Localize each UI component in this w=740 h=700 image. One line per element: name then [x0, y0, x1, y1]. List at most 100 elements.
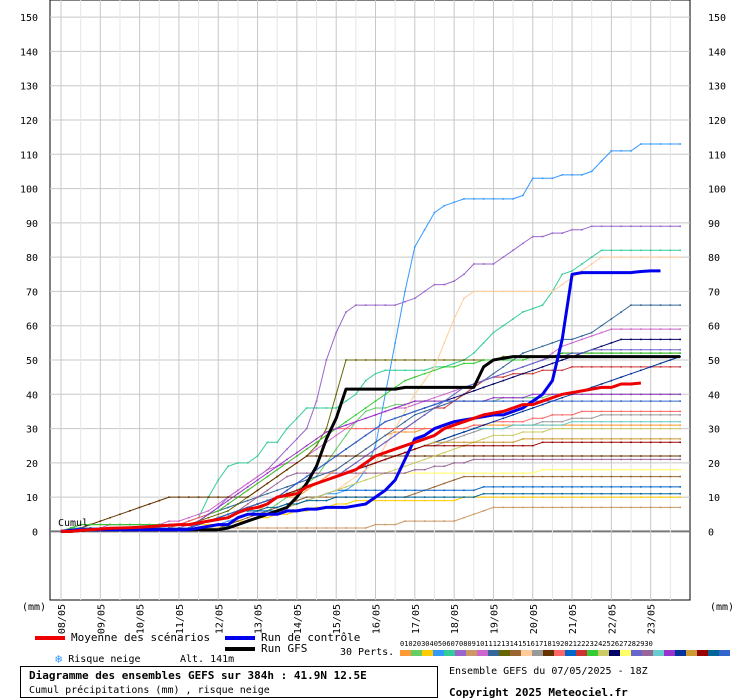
series-point: [551, 352, 554, 354]
series-point: [610, 225, 613, 228]
series-point: [581, 427, 583, 430]
series-point: [561, 468, 564, 471]
series-point: [541, 369, 544, 372]
series-point: [600, 324, 603, 327]
series-point: [581, 486, 583, 488]
series-point: [640, 393, 642, 396]
series-point: [276, 482, 279, 485]
series-point: [620, 150, 623, 152]
series-point: [207, 523, 210, 526]
series-point: [266, 441, 269, 444]
series-point: [649, 420, 652, 423]
series-point: [600, 475, 603, 478]
series-point: [581, 458, 583, 461]
series-point: [669, 328, 672, 330]
series-point: [482, 386, 485, 389]
series-point: [571, 492, 573, 495]
series-point: [512, 441, 514, 444]
pert-swatch: [532, 650, 543, 656]
series-point: [453, 444, 455, 447]
series-point: [512, 318, 514, 320]
series-point: [197, 523, 200, 526]
series-point: [630, 468, 632, 471]
series-point: [679, 348, 681, 351]
series-point: [482, 379, 485, 382]
series-point: [482, 486, 485, 488]
series-point: [374, 475, 377, 478]
series-point: [640, 352, 642, 354]
copyright: Copyright 2025 Meteociel.fr: [449, 686, 628, 699]
series-point: [630, 410, 632, 413]
series-point: [178, 520, 180, 522]
series-point: [394, 468, 396, 471]
series-point: [679, 420, 681, 423]
series-point: [472, 431, 475, 433]
series-point: [453, 396, 455, 399]
series-point: [168, 496, 170, 498]
series-point: [630, 150, 632, 152]
series-point: [315, 444, 318, 447]
series-point: [512, 472, 514, 474]
series-point: [443, 465, 446, 468]
series-point: [659, 304, 662, 306]
series-point: [325, 407, 328, 409]
series-point: [404, 359, 406, 361]
series-point: [404, 431, 406, 433]
series-point: [610, 379, 613, 382]
series-point: [551, 506, 554, 509]
series-point: [561, 458, 564, 461]
series-point: [620, 393, 623, 396]
series-point: [472, 489, 475, 492]
series-point: [600, 410, 603, 413]
series-point: [482, 455, 485, 457]
pert-swatch: [675, 650, 686, 656]
series-point: [669, 486, 672, 488]
series-point: [335, 393, 337, 396]
series-point: [266, 527, 269, 529]
series-point: [561, 396, 564, 399]
series-point: [286, 489, 288, 492]
series-point: [482, 359, 485, 361]
series-point: [325, 527, 328, 529]
series-point: [561, 420, 564, 423]
series-point: [571, 366, 573, 368]
chart-title: Diagramme des ensembles GEFS sur 384h : …: [29, 669, 367, 682]
series-point: [581, 263, 583, 265]
series-point: [659, 249, 662, 252]
series-point: [659, 486, 662, 488]
series-point: [492, 290, 495, 293]
series-point: [669, 352, 672, 354]
series-point: [414, 403, 416, 406]
series-point: [286, 427, 288, 430]
series-point: [482, 441, 485, 444]
series-point: [571, 342, 573, 344]
series-point: [463, 489, 465, 492]
series-point: [345, 420, 347, 423]
series-point: [217, 510, 220, 512]
series-point: [227, 503, 229, 505]
series-point: [463, 496, 465, 498]
series-point: [541, 304, 544, 306]
series-point: [355, 393, 357, 396]
series-point: [296, 462, 298, 464]
series-point: [246, 482, 249, 485]
series-point: [453, 390, 455, 392]
series-point: [551, 414, 554, 416]
series-point: [522, 400, 524, 402]
series-point: [256, 455, 259, 457]
series-point: [384, 455, 387, 457]
series-point: [296, 503, 298, 505]
series-point: [286, 462, 288, 464]
series-point: [276, 527, 279, 529]
series-point: [384, 410, 387, 413]
series-point: [640, 249, 642, 252]
series-point: [237, 492, 239, 495]
series-point: [463, 359, 465, 361]
series-point: [374, 441, 377, 444]
series-point: [394, 431, 396, 433]
series-point: [335, 492, 337, 495]
series-point: [472, 475, 475, 478]
series-point: [649, 468, 652, 471]
series-point: [610, 475, 613, 478]
series-point: [600, 249, 603, 252]
